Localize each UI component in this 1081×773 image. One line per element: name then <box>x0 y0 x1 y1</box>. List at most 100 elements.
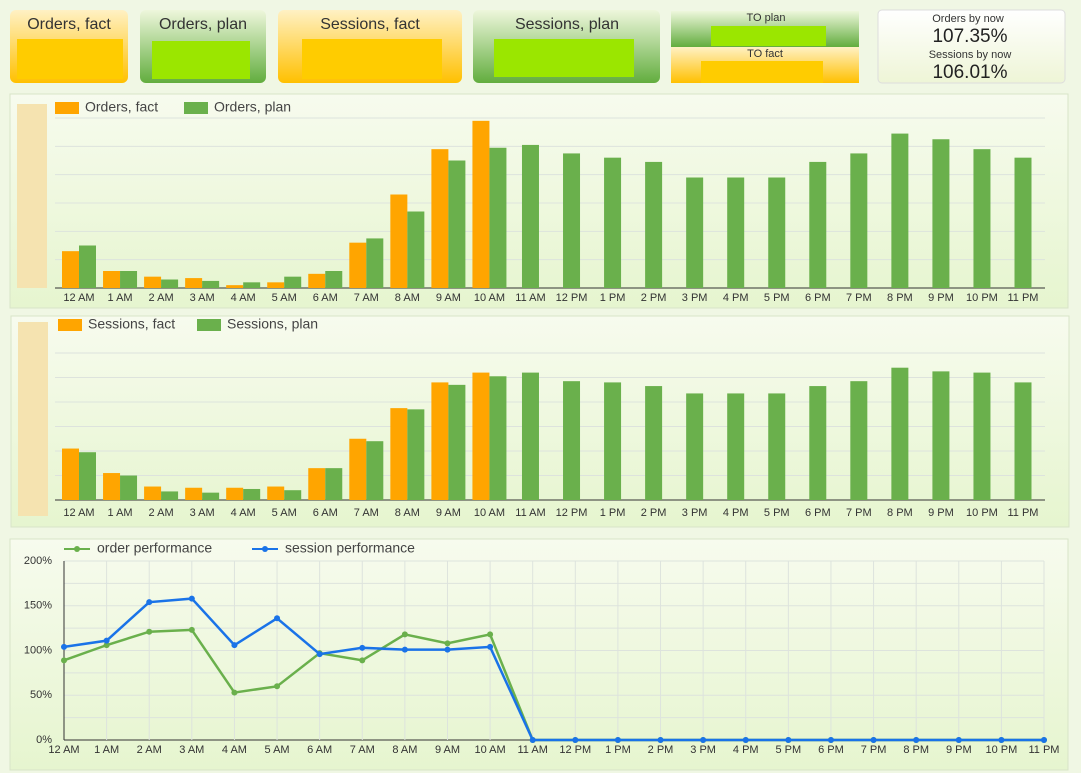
x-tick-label: 8 AM <box>392 744 417 756</box>
point <box>955 737 962 743</box>
x-tick-label: 4 PM <box>733 744 759 756</box>
x-tick-label: 3 PM <box>690 744 716 756</box>
bar <box>1014 382 1032 500</box>
point <box>274 615 281 622</box>
point <box>231 642 238 649</box>
bar <box>973 149 991 288</box>
point <box>785 737 792 743</box>
bar <box>809 386 827 500</box>
legend-label: Sessions, plan <box>227 316 318 332</box>
point <box>444 640 451 647</box>
x-tick-label: 7 PM <box>861 744 887 756</box>
x-tick-label: 2 PM <box>648 744 674 756</box>
x-tick-label: 5 PM <box>764 507 790 519</box>
bar <box>284 276 302 288</box>
x-tick-label: 1 AM <box>94 744 119 756</box>
y-tick-label: 100% <box>24 644 52 656</box>
bar <box>103 271 121 288</box>
point <box>827 737 834 743</box>
x-tick-label: 4 AM <box>231 507 256 519</box>
x-tick-label: 11 PM <box>1029 744 1060 756</box>
card-title: Sessions, plan <box>515 16 619 33</box>
x-tick-label: 11 AM <box>515 507 545 519</box>
x-tick-label: 12 PM <box>556 507 588 519</box>
point <box>231 689 238 696</box>
x-tick-label: 8 AM <box>395 507 420 519</box>
point <box>657 737 664 743</box>
bar <box>308 468 326 500</box>
x-tick-label: 3 AM <box>190 292 215 304</box>
card-fill <box>152 41 250 79</box>
to-plan-label: TO plan <box>747 12 786 24</box>
bar <box>727 177 745 288</box>
card-title: Orders, plan <box>159 16 247 33</box>
bar <box>185 487 203 500</box>
point <box>401 631 408 638</box>
bar <box>243 282 261 288</box>
x-tick-label: 5 PM <box>776 744 802 756</box>
bar <box>563 381 581 500</box>
bar <box>243 488 261 500</box>
x-tick-label: 7 PM <box>846 507 872 519</box>
to-plan-fill <box>711 26 826 46</box>
x-tick-label: 10 AM <box>474 292 505 304</box>
axis-placeholder <box>17 104 47 288</box>
x-tick-label: 11 PM <box>1008 507 1039 519</box>
x-tick-label: 11 AM <box>518 744 548 756</box>
legend-label: Orders, plan <box>214 99 291 115</box>
bar <box>431 382 449 500</box>
x-tick-label: 3 AM <box>190 507 215 519</box>
x-tick-label: 10 PM <box>985 744 1017 756</box>
bar <box>891 133 909 288</box>
x-tick-label: 3 PM <box>682 507 708 519</box>
bar <box>366 441 384 500</box>
bar <box>185 278 203 288</box>
x-tick-label: 11 PM <box>1008 292 1039 304</box>
point <box>146 599 153 606</box>
bar <box>407 211 425 288</box>
card-fill <box>302 39 442 79</box>
x-tick-label: 6 AM <box>307 744 332 756</box>
bar <box>79 245 96 288</box>
kpi-label: Orders by now <box>932 13 1004 25</box>
bar <box>727 393 745 500</box>
y-tick-label: 0% <box>36 734 52 746</box>
card-fill <box>494 39 634 77</box>
bar <box>79 452 96 500</box>
bar <box>604 382 622 500</box>
point <box>359 644 366 651</box>
x-tick-label: 10 AM <box>474 744 505 756</box>
point <box>274 683 281 690</box>
point <box>742 737 749 743</box>
bar <box>120 271 138 288</box>
bar <box>267 486 285 500</box>
point <box>1041 737 1047 743</box>
legend-label: Orders, fact <box>85 99 158 115</box>
x-tick-label: 2 AM <box>137 744 162 756</box>
bar <box>604 157 622 288</box>
kpi-card <box>877 9 1066 84</box>
x-tick-label: 9 AM <box>435 744 460 756</box>
bar <box>686 393 704 500</box>
bar <box>645 161 663 288</box>
x-tick-label: 6 PM <box>818 744 844 756</box>
point <box>487 631 494 638</box>
x-tick-label: 3 AM <box>179 744 204 756</box>
x-tick-label: 7 PM <box>846 292 872 304</box>
x-tick-label: 1 PM <box>600 292 626 304</box>
bar <box>103 473 121 500</box>
x-tick-label: 12 AM <box>63 507 94 519</box>
bar <box>472 120 490 288</box>
x-tick-label: 5 PM <box>764 292 790 304</box>
bar <box>448 384 466 500</box>
to-fact-label: TO fact <box>747 48 783 60</box>
legend-label: Sessions, fact <box>88 316 175 332</box>
bar <box>1014 157 1032 288</box>
bar <box>472 372 490 500</box>
bar <box>390 194 408 288</box>
x-tick-label: 8 PM <box>887 292 913 304</box>
bar <box>431 149 449 288</box>
line <box>63 597 1044 742</box>
point <box>529 737 536 743</box>
